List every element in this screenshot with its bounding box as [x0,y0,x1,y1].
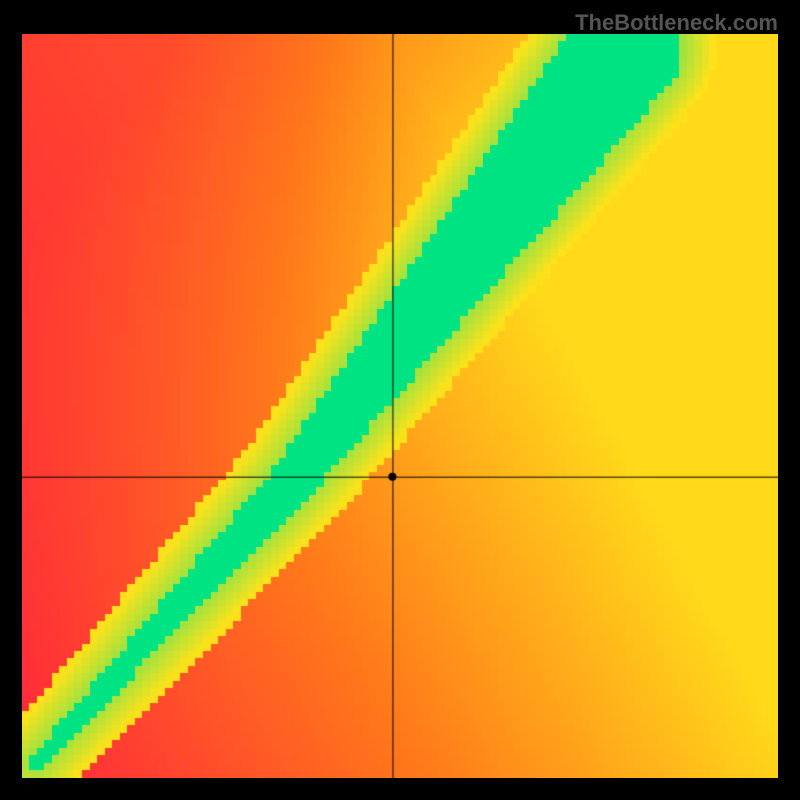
watermark-text: TheBottleneck.com [575,10,778,36]
heatmap-canvas [22,34,778,778]
heatmap-chart [22,34,778,778]
